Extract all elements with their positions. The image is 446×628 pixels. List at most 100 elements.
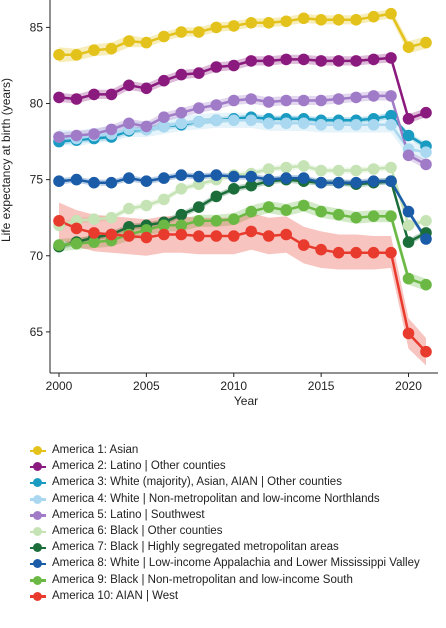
point-america-9 [402,272,415,285]
point-america-2 [53,91,65,104]
point-america-2 [367,53,380,66]
band-america-9 [59,199,426,291]
axes: 2000 2005 2010 2015 2020 65 70 75 80 85 [30,0,438,393]
point-america-8 [228,170,240,183]
line-america-8 [58,173,428,240]
point-america-2 [332,55,345,67]
point-america-9 [193,215,205,227]
line-america-9 [58,204,427,286]
point-america-10 [262,230,275,242]
point-america-1 [123,35,135,47]
line-america-10 [58,219,427,353]
line-america-1 [59,12,427,57]
point-america-10 [210,230,223,242]
legend-marker-icon [30,591,46,601]
point-america-2 [262,55,275,67]
y-tick-label: 75 [30,173,44,187]
point-america-7 [175,208,188,221]
legend-marker-icon [30,543,46,553]
point-america-1 [367,10,380,23]
point-america-2 [385,52,397,64]
point-america-9 [315,205,327,218]
point-america-1 [280,15,293,28]
point-america-3 [402,129,415,142]
point-america-1 [228,20,240,32]
point-america-8 [420,233,432,245]
point-america-9 [228,213,240,225]
legend-marker-icon [30,494,46,504]
point-america-5 [332,93,345,105]
line-america-2 [58,56,427,121]
legend-marker-icon [30,527,46,537]
y-tick-label: 80 [30,97,44,111]
point-america-10 [297,239,310,251]
point-america-8 [105,176,118,189]
point-america-1 [105,42,118,55]
point-america-7 [193,201,205,213]
point-america-4 [332,119,345,131]
point-america-8 [367,175,380,187]
point-america-2 [175,68,188,81]
y-axis-title: Life expectancy at birth (years) [0,78,13,242]
life-expectancy-chart: 2000 2005 2010 2015 2020 65 70 75 80 85 Year Life… [0,0,438,408]
point-america-10 [140,231,153,244]
point-america-6 [420,215,432,227]
y-tick-label: 85 [30,20,44,34]
point-america-2 [158,74,170,87]
point-america-9 [332,208,345,221]
point-america-8 [280,172,293,184]
legend-label: America 6: Black | Other counties [52,525,223,538]
point-america-4 [367,119,380,131]
line-america-4 [58,119,427,154]
point-america-8 [297,172,310,184]
point-america-2 [402,113,415,125]
point-america-2 [280,53,293,66]
point-america-4 [297,117,310,130]
point-america-6 [350,164,362,177]
legend-item-america-5: America 5: Latino | Southwest [30,508,440,523]
point-america-5 [88,128,100,140]
point-america-1 [210,21,223,34]
point-america-10 [332,246,345,259]
point-america-10 [350,246,362,259]
point-america-6 [367,163,380,175]
point-america-8 [210,169,223,181]
legend-item-america-2: America 2: Latino | Other counties [30,459,440,474]
point-america-9 [367,210,380,222]
point-america-9 [70,237,83,250]
legend-item-america-9: America 9: Black | Non-metropolitan and … [30,573,440,588]
point-america-5 [420,158,432,171]
point-america-4 [245,114,257,127]
legend-item-america-10: America 10: AIAN | West [30,589,440,604]
point-america-8 [385,175,397,187]
legend-label: America 2: Latino | Other counties [52,460,226,473]
point-america-2 [420,106,432,119]
point-america-8 [175,169,188,181]
point-america-5 [70,129,83,142]
point-america-5 [175,106,188,119]
legend-label: America 10: AIAN | West [52,589,179,602]
legend-label: America 4: White | Non-metropolitan and … [52,492,380,505]
point-america-10 [70,222,83,235]
legend-label: America 9: Black | Non-metropolitan and … [52,573,353,586]
point-america-1 [315,13,327,26]
point-america-8 [123,172,135,184]
point-america-2 [88,88,100,101]
point-america-8 [70,173,83,186]
x-tick-label: 2005 [133,379,160,393]
legend-item-america-7: America 7: Black | Highly segregated met… [30,540,440,555]
point-america-4 [315,119,327,131]
point-america-5 [140,120,153,133]
legend-marker-icon [30,575,46,585]
point-america-9 [280,204,293,216]
point-america-1 [332,13,345,26]
point-america-9 [245,205,257,218]
point-america-1 [175,26,188,38]
point-america-4 [385,119,397,131]
x-tick-label: 2000 [46,379,73,393]
x-tick-label: 2010 [220,379,247,393]
point-america-5 [402,149,415,162]
point-america-5 [280,94,293,107]
point-america-6 [105,211,118,224]
point-america-1 [350,13,362,26]
